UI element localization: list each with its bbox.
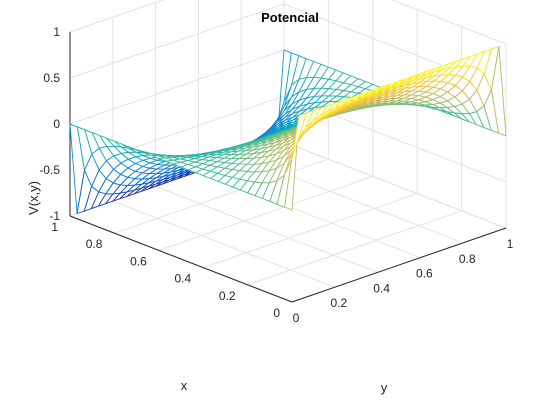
z-tick-label: 0.5 <box>43 71 60 85</box>
y-axis-label: y <box>381 380 388 395</box>
x-axis-line <box>69 215 293 303</box>
z-tick-label: -0.5 <box>39 163 60 177</box>
wall2-grid-z <box>283 141 507 229</box>
x-tick-labels: 0 0.2 0.4 0.6 0.8 1 <box>51 220 280 320</box>
floor-grid-y <box>112 200 335 288</box>
y-tick-label: 0 <box>293 311 300 325</box>
floor-grid-y <box>155 185 378 273</box>
x-tick-label: 0.6 <box>130 254 147 268</box>
y-tick-labels: 0 0.2 0.4 0.6 0.8 1 <box>293 237 514 325</box>
wall-grid-z <box>69 3 285 79</box>
mesh-cell <box>491 46 507 137</box>
wall-grid-z <box>69 49 285 125</box>
x-tick-label: 0.8 <box>86 237 103 251</box>
x-tick-label: 1 <box>51 220 58 234</box>
chart-title: Potencial <box>261 10 319 25</box>
x-tick-label: 0.2 <box>219 289 236 303</box>
y-tick-label: 0.4 <box>373 281 390 295</box>
floor-grid-x <box>247 210 462 286</box>
y-tick-label: 0.8 <box>459 252 476 266</box>
y-axis-line <box>291 227 507 303</box>
floor-grid-x <box>203 193 418 269</box>
x-tick-label: 0.4 <box>175 272 192 286</box>
y-tick-label: 1 <box>507 237 514 251</box>
z-tick-label: 0 <box>53 117 60 131</box>
x-tick-label: 0 <box>273 306 280 320</box>
x-axis-label: x <box>181 378 188 393</box>
z-tick-labels: -1 -0.5 0 0.5 1 <box>39 25 60 223</box>
y-tick-label: 0.6 <box>416 267 433 281</box>
wall-grid-z <box>69 0 165 33</box>
y-tick-label: 0.2 <box>330 296 347 310</box>
wall2-grid-z <box>391 0 507 45</box>
z-tick-label: 1 <box>53 25 60 39</box>
z-tick-label: -1 <box>49 209 60 223</box>
surface-mesh <box>69 46 507 214</box>
z-axis-label: V(x,y) <box>26 181 41 215</box>
floor-grid-x <box>158 175 373 251</box>
